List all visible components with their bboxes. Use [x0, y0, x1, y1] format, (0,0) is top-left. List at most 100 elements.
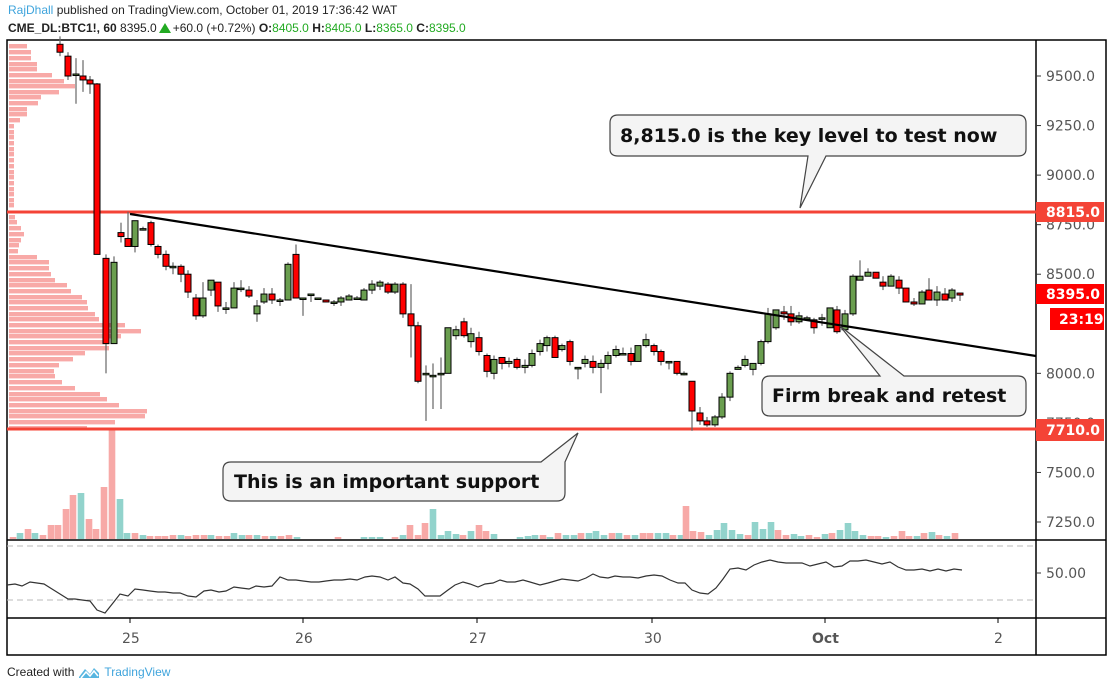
- created-with-text: Created with: [7, 665, 75, 679]
- volume-bar: [935, 535, 943, 539]
- volume-profile: [9, 44, 147, 431]
- volume-bars: [9, 429, 959, 539]
- volume-bar: [238, 535, 246, 539]
- volume-bar: [623, 535, 631, 539]
- symbol-name[interactable]: CME_DL:BTC1!, 60: [8, 21, 117, 35]
- volume-profile-bar: [9, 141, 14, 146]
- candle: [79, 60, 87, 92]
- candle: [93, 82, 101, 255]
- candle: [299, 297, 307, 316]
- volume-bar: [874, 536, 882, 539]
- volume-profile-bar: [9, 380, 62, 385]
- callout-break-retest-text: Firm break and retest: [772, 385, 1006, 407]
- time-axis[interactable]: 25 26 27 30 Oct 2: [122, 618, 1003, 647]
- candle: [391, 282, 399, 295]
- candle: [772, 309, 780, 330]
- candle: [948, 288, 956, 302]
- volume-profile-bar: [9, 84, 75, 89]
- volume-bar: [414, 535, 422, 539]
- candle: [574, 366, 582, 380]
- candle: [199, 282, 207, 318]
- volume-profile-bar: [9, 50, 31, 55]
- svg-text:7710.0: 7710.0: [1046, 423, 1100, 439]
- volume-profile-bar: [9, 249, 18, 254]
- last-price-tag: 8395.0: [1036, 284, 1104, 304]
- candlesticks: [56, 36, 964, 431]
- candle: [941, 288, 949, 301]
- volume-profile-bar: [9, 220, 17, 225]
- volume-bar: [131, 533, 139, 539]
- volume-bar: [790, 534, 798, 539]
- candle: [849, 274, 857, 316]
- volume-bar: [230, 533, 238, 539]
- candle: [376, 280, 384, 291]
- volume-bar: [467, 531, 475, 539]
- volume-bar: [882, 537, 890, 539]
- candle: [414, 321, 422, 384]
- rsi-pane[interactable]: 50.00: [6, 545, 1086, 614]
- trendline[interactable]: [129, 212, 1037, 358]
- candle: [429, 363, 437, 410]
- candle: [634, 345, 642, 362]
- price-axis[interactable]: 9500.09250.09000.08750.08500.08000.07750…: [1036, 69, 1095, 531]
- volume-bar: [475, 525, 483, 539]
- volume-profile-bar: [9, 403, 119, 408]
- volume-bar: [116, 499, 124, 539]
- candle: [284, 262, 292, 301]
- volume-bar: [682, 506, 690, 539]
- y-tick-label: 7500.0: [1046, 465, 1095, 481]
- volume-bar: [851, 531, 859, 539]
- volume-bar: [615, 533, 623, 539]
- volume-profile-bar: [9, 164, 14, 169]
- volume-bar: [200, 535, 208, 539]
- volume-bar: [277, 536, 285, 539]
- volume-bar: [689, 531, 697, 539]
- candle: [749, 362, 757, 376]
- candle: [345, 294, 353, 301]
- up-triangle-icon: [158, 23, 171, 33]
- volume-profile-bar: [9, 260, 49, 265]
- volume-bar: [913, 536, 921, 539]
- volume-profile-bar: [9, 409, 147, 414]
- volume-bar: [146, 536, 154, 539]
- close-value: 8395.0: [428, 21, 466, 35]
- volume-profile-bar: [9, 283, 67, 288]
- volume-bar: [285, 535, 293, 539]
- volume-bar: [728, 530, 736, 539]
- volume-bar: [662, 533, 670, 539]
- candle: [498, 356, 506, 370]
- callout-break-retest[interactable]: Firm break and retest: [761, 325, 1027, 417]
- candle: [483, 353, 491, 378]
- footer: Created with TradingView: [7, 665, 170, 679]
- x-tick-oct: Oct: [812, 631, 839, 647]
- volume-bar: [920, 533, 928, 539]
- volume-bar: [677, 535, 685, 539]
- volume-bar: [39, 535, 47, 539]
- candle: [276, 298, 284, 306]
- candle: [452, 325, 460, 340]
- candle: [887, 274, 895, 287]
- candle: [131, 220, 139, 253]
- candle: [910, 298, 918, 306]
- callout-support[interactable]: This is an important support: [222, 432, 579, 502]
- tradingview-brand-link[interactable]: TradingView: [104, 665, 171, 679]
- candle: [64, 52, 72, 80]
- volume-bar: [767, 522, 775, 539]
- volume-bar: [782, 535, 790, 539]
- volume-bar: [705, 535, 713, 539]
- volume-bar: [77, 493, 85, 539]
- candle: [154, 244, 162, 259]
- volume-bar: [546, 537, 554, 539]
- volume-bar: [713, 530, 721, 539]
- callout-key-level[interactable]: 8,815.0 is the key level to test now: [609, 114, 1027, 209]
- author-link[interactable]: RajDhall: [8, 3, 54, 17]
- candle: [245, 286, 253, 299]
- volume-bar: [890, 536, 898, 539]
- candle: [627, 347, 635, 366]
- callout-support-text: This is an important support: [234, 471, 539, 493]
- volume-bar: [751, 522, 759, 539]
- volume-bar: [161, 536, 169, 539]
- y-tick-label: 8000.0: [1046, 366, 1095, 382]
- candle: [139, 226, 147, 231]
